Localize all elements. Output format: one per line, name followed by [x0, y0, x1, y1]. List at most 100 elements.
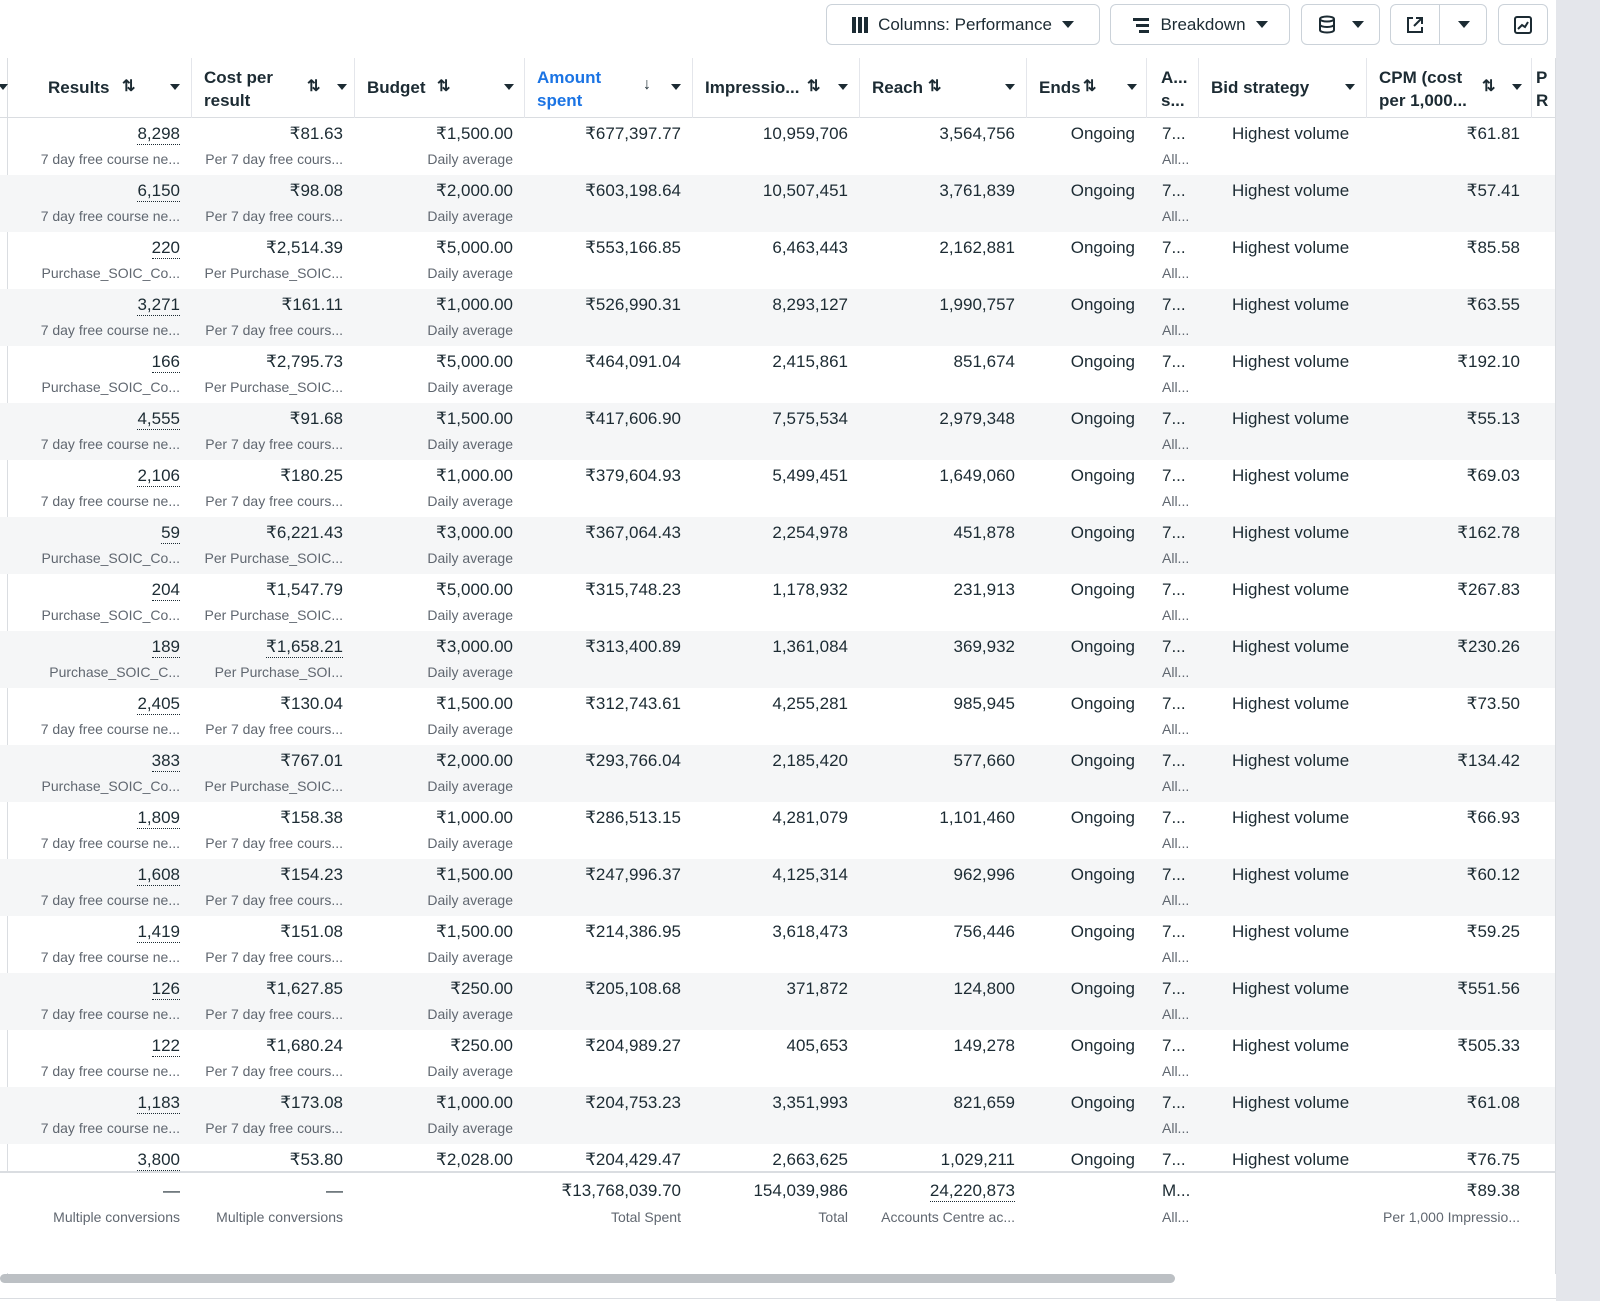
header-bid-strategy[interactable]: Bid strategy	[1199, 58, 1367, 118]
chevron-down-icon[interactable]	[671, 84, 681, 90]
header-budget[interactable]: Budget ⇅	[355, 58, 525, 118]
cell-reach: 124,800	[860, 973, 1027, 1030]
table-row[interactable]: 122 7 day free course ne... ₹1,680.24 Per 7…	[0, 1030, 1555, 1087]
cell-results-value[interactable]: 1,608	[137, 865, 180, 886]
cell-reach-value: 2,162,881	[939, 238, 1015, 257]
summary-reach-value[interactable]: 24,220,873	[929, 1181, 1015, 1202]
cell-cpm: ₹59.25	[1367, 916, 1532, 973]
reports-button[interactable]	[1301, 4, 1380, 45]
table-row[interactable]: 1,608 7 day free course ne... ₹154.23 Per 7…	[0, 859, 1555, 916]
header-cost-label: Cost per result	[204, 68, 273, 110]
cell-impr: 2,415,861	[693, 346, 860, 403]
cell-ends: Ongoing	[1027, 973, 1147, 1030]
table-row[interactable]: 3,800 ₹53.80 ₹2,028.00 ₹204,429.47 2,663,625…	[0, 1144, 1555, 1201]
sort-icon[interactable]: ⇅	[437, 78, 451, 95]
table-row[interactable]: 166 Purchase_SOIC_Co... ₹2,795.73 Per Purch…	[0, 346, 1555, 403]
cell-impr-value: 10,959,706	[762, 124, 848, 143]
chevron-down-icon[interactable]	[504, 84, 514, 90]
cell-cost: ₹1,547.79 Per Purchase_SOIC...	[192, 574, 355, 631]
header-amount-spent[interactable]: Amount spent ↓	[525, 58, 693, 118]
cell-results-value[interactable]: 122	[151, 1036, 180, 1057]
header-results[interactable]: Results ⇅	[8, 58, 192, 118]
cell-results-value[interactable]: 1,183	[137, 1093, 180, 1114]
header-left-caret[interactable]	[0, 84, 8, 90]
cell-results-value[interactable]: 166	[151, 352, 180, 373]
cell-results-value[interactable]: 3,800	[137, 1150, 180, 1171]
table-row[interactable]: 59 Purchase_SOIC_Co... ₹6,221.43 Per Purcha…	[0, 517, 1555, 574]
chevron-down-icon[interactable]	[838, 84, 848, 90]
chevron-down-icon[interactable]	[337, 84, 347, 90]
cell-cost: ₹98.08 Per 7 day free cours...	[192, 175, 355, 232]
header-reach[interactable]: Reach ⇅	[860, 58, 1027, 118]
cell-results: 122 7 day free course ne...	[8, 1030, 192, 1087]
table-row[interactable]: 1,809 7 day free course ne... ₹158.38 Per 7…	[0, 802, 1555, 859]
table-row[interactable]: 6,150 7 day free course ne... ₹98.08 Per 7 …	[0, 175, 1555, 232]
sort-icon[interactable]: ⇅	[307, 78, 321, 95]
cell-results-value[interactable]: 204	[151, 580, 180, 601]
table-row[interactable]: 189 Purchase_SOIC_C... ₹1,658.21 Per Purcha…	[0, 631, 1555, 688]
table-row[interactable]: 2,106 7 day free course ne... ₹180.25 Per 7…	[0, 460, 1555, 517]
cell-results: 8,298 7 day free course ne...	[8, 118, 192, 175]
cell-reach: 2,162,881	[860, 232, 1027, 289]
table-row[interactable]: 204 Purchase_SOIC_Co... ₹1,547.79 Per Purch…	[0, 574, 1555, 631]
header-cpm[interactable]: CPM (cost per 1,000... ⇅	[1367, 58, 1532, 118]
header-ends[interactable]: Ends ⇅	[1027, 58, 1147, 118]
header-attribution-setting[interactable]: A... s...	[1147, 58, 1199, 118]
sort-desc-icon[interactable]: ↓	[643, 76, 651, 93]
cell-reach-value: 1,990,757	[939, 295, 1015, 314]
cell-results-value[interactable]: 126	[151, 979, 180, 1000]
summary-amount-sub: Total Spent	[610, 1209, 681, 1225]
cell-results-value[interactable]: 2,106	[137, 466, 180, 487]
header-next-column[interactable]: P R	[1532, 58, 1555, 118]
cell-results-subtext: 7 day free course ne...	[40, 151, 180, 167]
chevron-down-icon[interactable]	[1512, 84, 1522, 90]
cell-results-value[interactable]: 59	[161, 523, 180, 544]
cell-amount: ₹553,166.85	[525, 232, 693, 289]
vertical-scrollbar-track[interactable]	[1556, 0, 1600, 1301]
header-impressions[interactable]: Impressio... ⇅	[693, 58, 860, 118]
chevron-down-icon[interactable]	[1345, 84, 1355, 90]
table-row[interactable]: 8,298 7 day free course ne... ₹81.63 Per 7 …	[0, 118, 1555, 175]
cell-results-value[interactable]: 6,150	[137, 181, 180, 202]
cell-cpm-value: ₹551.56	[1457, 979, 1520, 998]
chevron-down-icon[interactable]	[1005, 84, 1015, 90]
breakdown-button[interactable]: Breakdown	[1110, 4, 1290, 45]
cell-results-value[interactable]: 3,271	[137, 295, 180, 316]
cell-ends: Ongoing	[1027, 631, 1147, 688]
cell-results-value[interactable]: 189	[151, 637, 180, 658]
table-row[interactable]: 126 7 day free course ne... ₹1,627.85 Per 7…	[0, 973, 1555, 1030]
table-row[interactable]: 383 Purchase_SOIC_Co... ₹767.01 Per Purchas…	[0, 745, 1555, 802]
chart-button[interactable]	[1498, 4, 1548, 45]
table-row[interactable]: 220 Purchase_SOIC_Co... ₹2,514.39 Per Purch…	[0, 232, 1555, 289]
cell-results-value[interactable]: 8,298	[137, 124, 180, 145]
chevron-down-icon[interactable]	[1127, 84, 1137, 90]
columns-button[interactable]: Columns: Performance	[826, 4, 1100, 45]
sort-icon[interactable]: ⇅	[928, 78, 942, 95]
cell-results-value[interactable]: 220	[151, 238, 180, 259]
cell-budget-subtext: Daily average	[427, 151, 513, 167]
cell-results-value[interactable]: 383	[151, 751, 180, 772]
cell-bid: Highest volume	[1199, 802, 1367, 859]
table-row[interactable]: 4,555 7 day free course ne... ₹91.68 Per 7 …	[0, 403, 1555, 460]
cell-results-value[interactable]: 1,419	[137, 922, 180, 943]
horizontal-scrollbar[interactable]	[0, 1274, 1175, 1283]
sort-icon[interactable]: ⇅	[1083, 78, 1097, 95]
cell-attr: 7... All...	[1147, 118, 1199, 175]
chevron-down-icon[interactable]	[170, 84, 180, 90]
sort-icon[interactable]: ⇅	[122, 78, 136, 95]
table-row[interactable]: 1,419 7 day free course ne... ₹151.08 Per 7…	[0, 916, 1555, 973]
cell-ends-value: Ongoing	[1070, 523, 1135, 542]
header-cost-per-result[interactable]: Cost per result ⇅	[192, 58, 355, 118]
table-row[interactable]: 2,405 7 day free course ne... ₹130.04 Per 7…	[0, 688, 1555, 745]
table-row[interactable]: 3,271 7 day free course ne... ₹161.11 Per 7…	[0, 289, 1555, 346]
cell-results-value[interactable]: 1,809	[137, 808, 180, 829]
export-button[interactable]	[1391, 5, 1439, 44]
cell-results-value[interactable]: 2,405	[137, 694, 180, 715]
summary-reach: 24,220,873 Accounts Centre ac...	[860, 1173, 1027, 1233]
sort-icon[interactable]: ⇅	[1482, 78, 1496, 95]
export-options-button[interactable]	[1440, 5, 1487, 44]
cell-results-value[interactable]: 4,555	[137, 409, 180, 430]
table-row[interactable]: 1,183 7 day free course ne... ₹173.08 Per 7…	[0, 1087, 1555, 1144]
cell-attr: 7... All...	[1147, 631, 1199, 688]
sort-icon[interactable]: ⇅	[807, 78, 821, 95]
